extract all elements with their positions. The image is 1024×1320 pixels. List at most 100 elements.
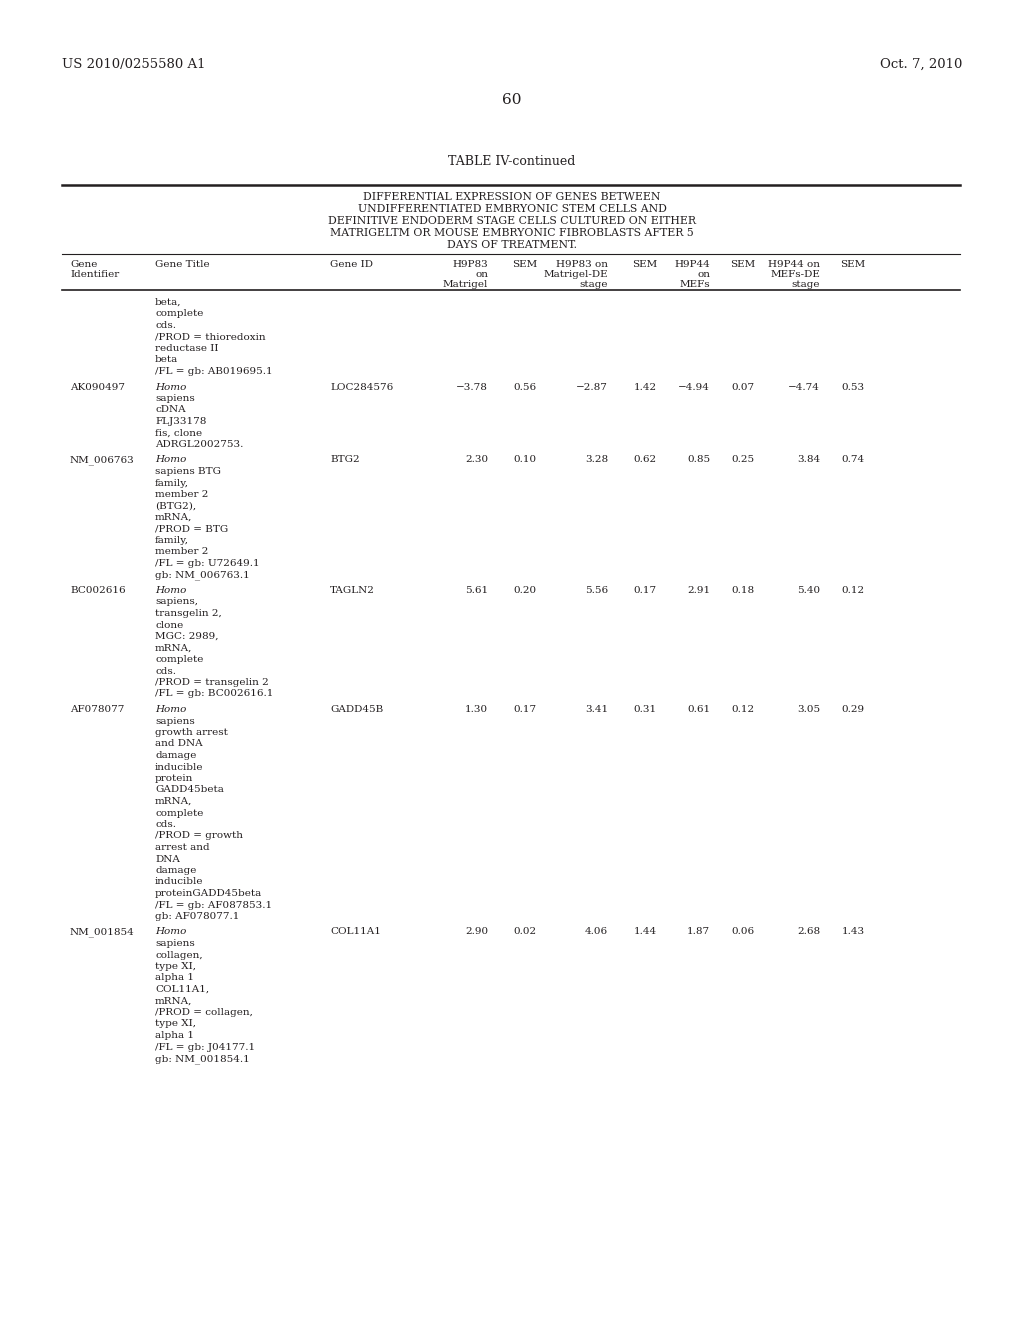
Text: −3.78: −3.78 — [456, 383, 488, 392]
Text: 3.41: 3.41 — [585, 705, 608, 714]
Text: transgelin 2,: transgelin 2, — [155, 609, 222, 618]
Text: 2.30: 2.30 — [465, 455, 488, 465]
Text: protein: protein — [155, 774, 194, 783]
Text: MGC: 2989,: MGC: 2989, — [155, 632, 218, 642]
Text: type XI,: type XI, — [155, 1019, 196, 1028]
Text: DEFINITIVE ENDODERM STAGE CELLS CULTURED ON EITHER: DEFINITIVE ENDODERM STAGE CELLS CULTURED… — [328, 216, 696, 226]
Text: 3.05: 3.05 — [797, 705, 820, 714]
Text: family,: family, — [155, 479, 189, 487]
Text: 0.62: 0.62 — [634, 455, 657, 465]
Text: beta,: beta, — [155, 298, 181, 308]
Text: AK090497: AK090497 — [70, 383, 125, 392]
Text: mRNA,: mRNA, — [155, 797, 193, 807]
Text: clone: clone — [155, 620, 183, 630]
Text: sapiens: sapiens — [155, 939, 195, 948]
Text: Homo: Homo — [155, 705, 186, 714]
Text: 2.90: 2.90 — [465, 928, 488, 936]
Text: UNDIFFERENTIATED EMBRYONIC STEM CELLS AND: UNDIFFERENTIATED EMBRYONIC STEM CELLS AN… — [357, 205, 667, 214]
Text: 0.61: 0.61 — [687, 705, 710, 714]
Text: /PROD = collagen,: /PROD = collagen, — [155, 1008, 253, 1016]
Text: SEM: SEM — [730, 260, 755, 269]
Text: sapiens: sapiens — [155, 393, 195, 403]
Text: SEM: SEM — [512, 260, 537, 269]
Text: on: on — [475, 271, 488, 279]
Text: DNA: DNA — [155, 854, 180, 863]
Text: arrest and: arrest and — [155, 843, 210, 851]
Text: (BTG2),: (BTG2), — [155, 502, 197, 511]
Text: gb: AF078077.1: gb: AF078077.1 — [155, 912, 240, 921]
Text: DAYS OF TREATMENT.: DAYS OF TREATMENT. — [447, 240, 577, 249]
Text: −4.94: −4.94 — [678, 383, 710, 392]
Text: GADD45beta: GADD45beta — [155, 785, 224, 795]
Text: and DNA: and DNA — [155, 739, 203, 748]
Text: 3.84: 3.84 — [797, 455, 820, 465]
Text: 1.42: 1.42 — [634, 383, 657, 392]
Text: SEM: SEM — [632, 260, 657, 269]
Text: 1.30: 1.30 — [465, 705, 488, 714]
Text: 0.29: 0.29 — [842, 705, 865, 714]
Text: cDNA: cDNA — [155, 405, 185, 414]
Text: Homo: Homo — [155, 455, 186, 465]
Text: complete: complete — [155, 655, 204, 664]
Text: 1.87: 1.87 — [687, 928, 710, 936]
Text: proteinGADD45beta: proteinGADD45beta — [155, 888, 262, 898]
Text: mRNA,: mRNA, — [155, 997, 193, 1006]
Text: inducible: inducible — [155, 878, 204, 887]
Text: 0.31: 0.31 — [634, 705, 657, 714]
Text: COL11A1,: COL11A1, — [155, 985, 209, 994]
Text: growth arrest: growth arrest — [155, 729, 228, 737]
Text: Homo: Homo — [155, 928, 186, 936]
Text: AF078077: AF078077 — [70, 705, 124, 714]
Text: Oct. 7, 2010: Oct. 7, 2010 — [880, 58, 962, 71]
Text: mRNA,: mRNA, — [155, 513, 193, 521]
Text: 0.17: 0.17 — [514, 705, 537, 714]
Text: stage: stage — [792, 280, 820, 289]
Text: MEFs: MEFs — [679, 280, 710, 289]
Text: 5.61: 5.61 — [465, 586, 488, 595]
Text: sapiens,: sapiens, — [155, 598, 198, 606]
Text: 0.74: 0.74 — [842, 455, 865, 465]
Text: /FL = gb: AB019695.1: /FL = gb: AB019695.1 — [155, 367, 272, 376]
Text: H9P83: H9P83 — [453, 260, 488, 269]
Text: H9P44: H9P44 — [674, 260, 710, 269]
Text: NM_006763: NM_006763 — [70, 455, 135, 465]
Text: 0.85: 0.85 — [687, 455, 710, 465]
Text: /FL = gb: AF087853.1: /FL = gb: AF087853.1 — [155, 900, 272, 909]
Text: Matrigel-DE: Matrigel-DE — [544, 271, 608, 279]
Text: /PROD = BTG: /PROD = BTG — [155, 524, 228, 533]
Text: on: on — [697, 271, 710, 279]
Text: TAGLN2: TAGLN2 — [330, 586, 375, 595]
Text: collagen,: collagen, — [155, 950, 203, 960]
Text: 0.12: 0.12 — [842, 586, 865, 595]
Text: ADRGL2002753.: ADRGL2002753. — [155, 440, 244, 449]
Text: DIFFERENTIAL EXPRESSION OF GENES BETWEEN: DIFFERENTIAL EXPRESSION OF GENES BETWEEN — [364, 191, 660, 202]
Text: LOC284576: LOC284576 — [330, 383, 393, 392]
Text: SEM: SEM — [840, 260, 865, 269]
Text: 0.17: 0.17 — [634, 586, 657, 595]
Text: NM_001854: NM_001854 — [70, 928, 135, 937]
Text: fis, clone: fis, clone — [155, 429, 202, 437]
Text: 1.43: 1.43 — [842, 928, 865, 936]
Text: TABLE IV-continued: TABLE IV-continued — [449, 154, 575, 168]
Text: 0.18: 0.18 — [732, 586, 755, 595]
Text: /PROD = growth: /PROD = growth — [155, 832, 243, 841]
Text: gb: NM_006763.1: gb: NM_006763.1 — [155, 570, 250, 581]
Text: 0.10: 0.10 — [514, 455, 537, 465]
Text: /FL = gb: BC002616.1: /FL = gb: BC002616.1 — [155, 689, 273, 698]
Text: stage: stage — [580, 280, 608, 289]
Text: Matrigel: Matrigel — [442, 280, 488, 289]
Text: gb: NM_001854.1: gb: NM_001854.1 — [155, 1053, 250, 1064]
Text: complete: complete — [155, 309, 204, 318]
Text: cds.: cds. — [155, 667, 176, 676]
Text: Identifier: Identifier — [70, 271, 119, 279]
Text: 0.12: 0.12 — [732, 705, 755, 714]
Text: /PROD = transgelin 2: /PROD = transgelin 2 — [155, 678, 268, 686]
Text: Homo: Homo — [155, 586, 186, 595]
Text: BC002616: BC002616 — [70, 586, 126, 595]
Text: mRNA,: mRNA, — [155, 644, 193, 652]
Text: Gene: Gene — [70, 260, 97, 269]
Text: 3.28: 3.28 — [585, 455, 608, 465]
Text: COL11A1: COL11A1 — [330, 928, 381, 936]
Text: reductase II: reductase II — [155, 345, 218, 352]
Text: US 2010/0255580 A1: US 2010/0255580 A1 — [62, 58, 206, 71]
